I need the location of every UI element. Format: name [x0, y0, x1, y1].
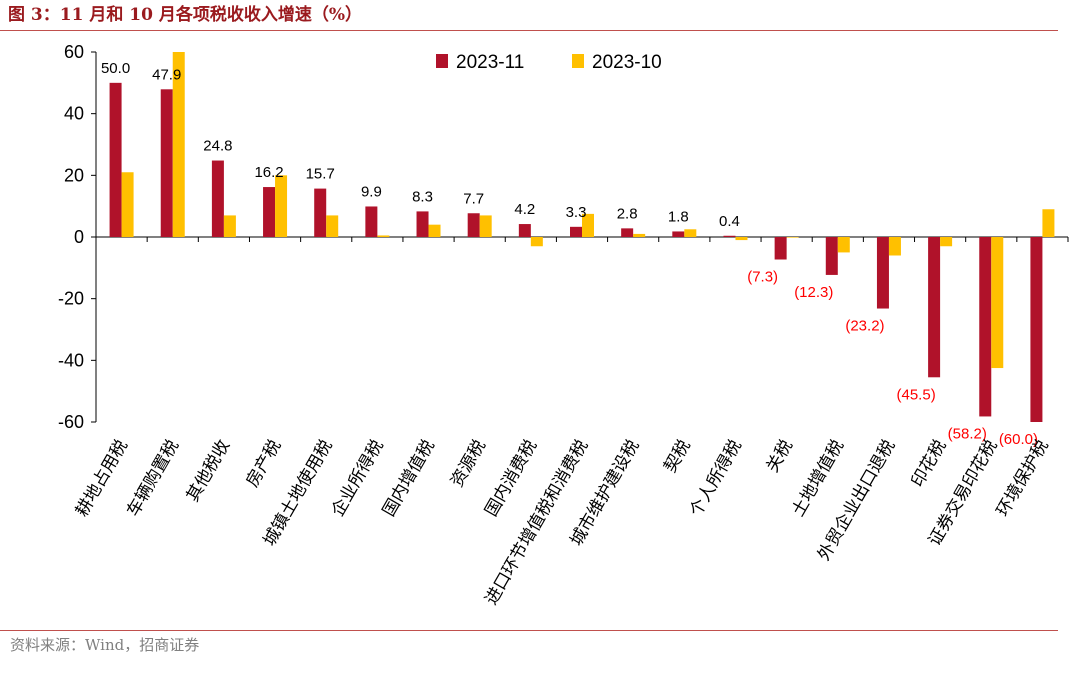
category-label: 企业所得税	[328, 437, 388, 521]
bar-2023-10	[172, 52, 185, 237]
bar-2023-11	[416, 211, 429, 237]
legend: 2023-11 2023-10	[436, 52, 662, 73]
bar-2023-10	[940, 237, 953, 247]
source-note: 资料来源：Wind，招商证券	[10, 636, 200, 654]
bar-2023-11	[467, 213, 480, 237]
legend-label-2023-10: 2023-10	[592, 52, 662, 73]
data-label: 9.9	[361, 183, 382, 200]
bar-2023-10	[1042, 209, 1055, 237]
data-label: (60.0)	[999, 431, 1038, 448]
data-label: 8.3	[412, 188, 433, 205]
data-label: (12.3)	[794, 284, 833, 301]
bar-2023-10	[888, 237, 901, 256]
data-label: 1.8	[668, 208, 689, 225]
bar-2023-11	[518, 224, 531, 237]
category-label: 关税	[763, 437, 797, 476]
category-label: 环境保护税	[993, 437, 1053, 521]
y-tick-label: 40	[64, 104, 84, 124]
bar-2023-11	[109, 82, 122, 237]
bar-2023-10	[786, 237, 799, 238]
data-label: (7.3)	[747, 269, 778, 286]
data-label: (45.5)	[897, 386, 936, 403]
bar-2023-10	[837, 237, 850, 253]
bar-2023-10	[326, 215, 339, 237]
bar-2023-11	[211, 160, 224, 237]
bar-2023-10	[633, 233, 646, 237]
bar-2023-10	[479, 215, 492, 237]
legend-swatch-2023-11	[436, 54, 448, 68]
category-label: 土地增值税	[788, 437, 848, 521]
category-label: 印花税	[908, 437, 951, 491]
y-tick-label: 20	[64, 165, 84, 185]
data-label: 4.2	[514, 201, 535, 218]
bar-2023-10	[991, 237, 1004, 369]
bar-2023-11	[621, 228, 634, 237]
bar-2023-11	[672, 231, 685, 237]
bar-2023-11	[979, 237, 992, 417]
bar-2023-10	[428, 224, 441, 237]
bar-2023-11	[774, 237, 787, 260]
bar-2023-10	[582, 213, 594, 237]
data-label: 2.8	[617, 205, 638, 222]
category-label: 契税	[660, 437, 694, 476]
data-label: 16.2	[254, 164, 283, 181]
bar-chart: 60 40 20 0 -20 -40 -60 50.0 47.9 24.8 16.2 15.7 9.9…	[58, 42, 1069, 608]
legend-label-2023-11: 2023-11	[456, 52, 524, 73]
category-label: 房产税	[243, 437, 286, 491]
category-label: 耕地占用税	[72, 437, 132, 521]
bar-2023-10	[121, 172, 134, 237]
data-label: 15.7	[306, 166, 335, 183]
data-label: 0.4	[719, 213, 740, 230]
y-tick-label: -20	[58, 289, 84, 309]
bar-2023-11	[1030, 237, 1043, 422]
y-tick-label: -60	[58, 412, 84, 432]
data-label: 3.3	[566, 204, 587, 221]
category-label: 国内消费税	[481, 437, 541, 521]
bar-2023-10	[735, 237, 748, 241]
category-label: 国内增值税	[379, 437, 439, 521]
category-label: 个人所得税	[686, 437, 746, 521]
y-tick-label: 0	[74, 227, 84, 247]
bar-2023-11	[825, 237, 838, 275]
data-label: (58.2)	[948, 425, 987, 442]
bar-2023-11	[723, 235, 736, 237]
bar-2023-11	[876, 237, 889, 309]
bar-2023-10	[377, 235, 390, 237]
legend-swatch-2023-10	[572, 54, 584, 68]
category-label: 资源税	[447, 437, 490, 491]
bar-2023-11	[365, 206, 378, 237]
bar-2023-10	[684, 229, 697, 237]
bars	[109, 52, 1055, 422]
source-rule	[0, 630, 1058, 631]
figure-title: 图 3：11 月和 10 月各项税收收入增速（%）	[8, 5, 362, 25]
y-tick-label: 60	[64, 42, 84, 62]
data-label: (23.2)	[845, 318, 884, 335]
bar-2023-11	[263, 187, 276, 237]
bar-2023-11	[160, 89, 173, 237]
y-tick-label: -40	[58, 350, 84, 370]
category-label: 车辆购置税	[123, 437, 183, 521]
bar-2023-11	[314, 188, 327, 237]
bar-2023-10	[530, 237, 543, 247]
data-label: 47.9	[152, 66, 181, 83]
title-rule	[0, 30, 1058, 31]
bar-2023-10	[223, 215, 236, 237]
data-label: 24.8	[203, 138, 232, 155]
axes: 60 40 20 0 -20 -40 -60	[58, 42, 1069, 432]
bar-2023-11	[928, 237, 941, 378]
data-label: 50.0	[101, 60, 130, 77]
data-label: 7.7	[463, 190, 484, 207]
category-label: 其他税收	[183, 437, 234, 506]
bar-2023-11	[570, 226, 582, 237]
data-labels: 50.0 47.9 24.8 16.2 15.7 9.9 8.3 7.7 4.2 3.3 2.8 1.…	[101, 60, 1038, 448]
bar-2023-10	[275, 175, 288, 237]
